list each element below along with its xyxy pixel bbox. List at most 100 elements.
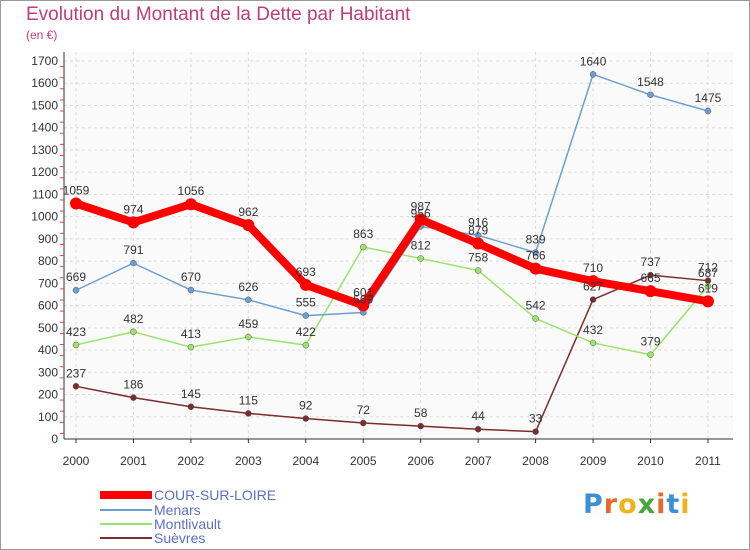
x-tick-label: 2009 [580,454,607,468]
data-label: 1059 [63,184,90,198]
x-tick-label: 2005 [350,454,377,468]
data-point [242,219,255,232]
data-label: 619 [698,281,718,295]
data-point [644,285,657,298]
data-point [532,315,539,322]
data-point [72,286,80,294]
legend-label: Menars [154,502,201,518]
data-point [127,216,140,229]
data-label: 974 [123,202,143,216]
data-label: 601 [353,285,373,299]
legend-label: Montlivault [154,516,221,532]
data-label: 737 [640,255,660,269]
data-point [587,275,600,288]
legend-item-menars[interactable]: Menars [100,503,276,517]
logo-letter: r [603,489,619,520]
data-label: 879 [468,224,488,238]
data-label: 413 [181,327,201,341]
data-label: 687 [698,266,718,280]
x-tick-label: 2011 [695,454,721,468]
data-label: 1056 [178,184,205,198]
x-tick-label: 2008 [522,454,549,468]
data-label: 33 [529,412,543,426]
data-label: 569 [353,292,373,306]
data-point [130,259,137,267]
data-point [704,107,712,115]
x-tick-label: 2000 [63,454,90,468]
legend-label: Suèvres [154,530,206,546]
data-point [357,299,370,312]
legend-item-suevres[interactable]: Suèvres [100,531,276,545]
data-point [187,343,195,351]
y-tick-label: 900 [38,232,58,246]
y-tick-label: 800 [38,254,58,268]
data-label: 710 [583,261,603,275]
data-label: 92 [299,399,313,413]
x-tick-label: 2010 [637,454,664,468]
data-point [532,249,539,256]
data-label: 669 [66,270,86,284]
data-point [302,415,310,422]
data-label: 665 [640,271,660,285]
y-tick-label: 1600 [31,76,58,90]
data-label: 712 [698,261,718,275]
data-label: 812 [411,238,431,252]
legend: COUR-SUR-LOIRE Menars Montlivault Suèvre… [100,486,276,545]
logo-letter: o [618,489,638,520]
data-point [184,198,197,211]
data-label: 432 [583,323,603,337]
chart-title: Evolution du Montant de la Dette par Hab… [26,4,411,25]
data-point [187,403,195,411]
y-tick-label: 100 [38,410,58,424]
x-tick-label: 2004 [292,454,319,468]
logo-letter: i [680,489,691,520]
data-point [589,339,597,347]
data-point [299,278,312,291]
data-label: 766 [526,249,546,263]
legend-swatch [100,509,152,511]
y-tick-label: 0 [51,432,58,446]
data-point [360,419,367,427]
data-label: 423 [66,325,86,339]
data-label: 916 [468,215,488,229]
data-label: 839 [526,232,546,246]
y-tick-label: 300 [38,365,58,379]
legend-label: COUR-SUR-LOIRE [154,486,277,503]
data-point [474,425,482,433]
data-label: 422 [296,325,316,339]
data-point [589,71,597,78]
legend-swatch [100,490,152,499]
legend-item-montlivault[interactable]: Montlivault [100,517,276,531]
data-point [529,262,542,275]
logo-letter: P [583,489,604,520]
data-label: 693 [296,265,316,279]
data-point [647,271,654,279]
legend-swatch [100,523,152,525]
data-point [70,197,82,210]
y-tick-label: 1100 [32,187,58,201]
y-tick-label: 600 [38,299,58,313]
logo-letter: x [637,489,657,520]
series-line-coursurloire [72,199,712,310]
data-point [130,328,137,336]
data-label: 627 [583,280,603,294]
y-tick-label: 1400 [31,121,58,135]
data-point [647,91,654,99]
data-point [130,394,137,401]
data-point [245,296,252,304]
data-label: 670 [181,270,201,284]
chart-unit: (en €) [26,28,58,42]
data-label: 186 [123,378,143,392]
y-tick-label: 1000 [31,210,58,224]
series-line-montlivault [75,246,709,356]
series-line-suvres [75,274,709,433]
y-tick-label: 1300 [31,143,58,157]
x-tick-label: 2007 [465,454,492,468]
data-label: 1640 [580,54,607,68]
legend-item-cour-sur-loire[interactable]: COUR-SUR-LOIRE [100,486,276,503]
data-label: 58 [414,406,428,420]
data-label: 962 [238,205,258,219]
data-point [245,410,252,417]
data-point [701,295,714,308]
x-tick-label: 2003 [235,454,262,468]
